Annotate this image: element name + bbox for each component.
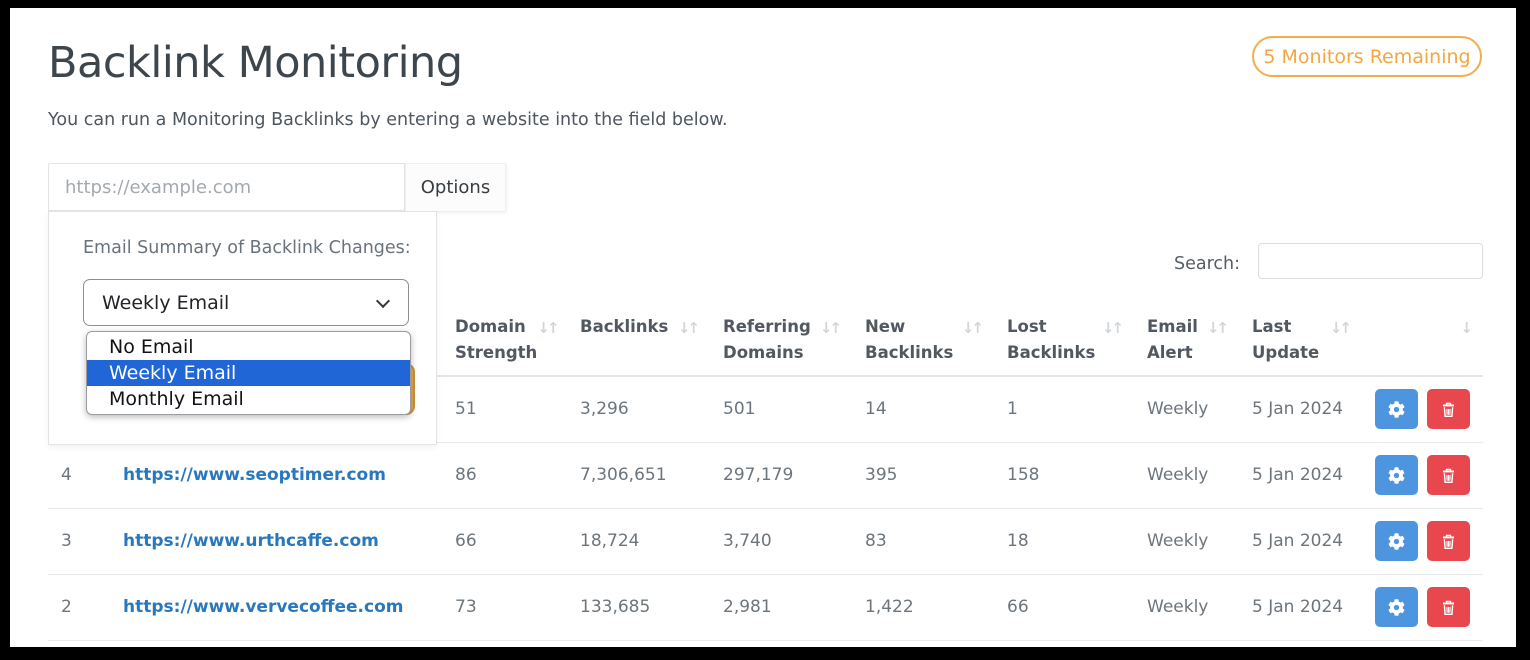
settings-button[interactable] <box>1375 587 1418 627</box>
chevron-down-icon <box>375 293 391 309</box>
delete-button[interactable] <box>1427 455 1470 495</box>
sort-icon[interactable]: ↓↑ <box>1101 319 1124 337</box>
lost-backlinks-cell: 158 <box>994 442 1134 509</box>
sort-icon[interactable]: ↓↑ <box>677 319 700 337</box>
website-link[interactable]: https://www.vervecoffee.com <box>123 597 404 617</box>
lost-backlinks-cell: 66 <box>994 574 1134 641</box>
email-alert-cell: Weekly <box>1134 508 1239 575</box>
delete-button[interactable] <box>1427 587 1470 627</box>
sort-icon-partial: ↓ <box>1460 319 1472 337</box>
website-link[interactable]: https://www.urthcaffe.com <box>123 531 379 551</box>
referring-domains-cell: 2,981 <box>710 574 852 641</box>
sort-icon[interactable]: ↓↑ <box>537 319 559 337</box>
delete-button[interactable] <box>1427 389 1470 430</box>
col-header-domain-strength[interactable]: Domain Strength ↓↑ <box>442 300 567 377</box>
options-button[interactable]: Options <box>405 163 506 212</box>
referring-domains-cell: 501 <box>710 376 852 443</box>
website-url-input[interactable] <box>48 163 405 211</box>
trash-icon <box>1439 532 1458 551</box>
email-frequency-select[interactable]: Weekly Email <box>83 279 409 326</box>
backlinks-cell: 3,296 <box>567 376 710 443</box>
settings-button[interactable] <box>1375 389 1418 430</box>
table-row: 3 https://www.urthcaffe.com 66 18,724 3,… <box>48 508 1483 575</box>
col-header-email-alert[interactable]: Email Alert ↓↑ <box>1134 300 1239 377</box>
option-monthly-email[interactable]: Monthly Email <box>109 388 244 410</box>
option-weekly-email[interactable]: Weekly Email <box>87 360 410 386</box>
new-backlinks-cell: 83 <box>852 508 994 575</box>
backlinks-cell: 7,306,651 <box>567 442 710 509</box>
referring-domains-cell: 3,740 <box>710 508 852 575</box>
lost-backlinks-cell: 1 <box>994 376 1134 443</box>
trash-icon <box>1439 598 1458 617</box>
gear-icon <box>1388 598 1405 616</box>
monitors-remaining-badge: 5 Monitors Remaining <box>1252 36 1482 77</box>
col-header-referring-domains[interactable]: Referring Domains ↓↑ <box>710 300 852 377</box>
last-update-cell: 5 Jan 2024 <box>1239 574 1362 641</box>
table-row: 2 https://www.vervecoffee.com 73 133,685… <box>48 574 1483 641</box>
last-update-cell: 5 Jan 2024 <box>1239 508 1362 575</box>
new-backlinks-cell: 395 <box>852 442 994 509</box>
domain-strength-cell: 86 <box>442 442 567 509</box>
col-header-backlinks[interactable]: Backlinks ↓↑ <box>567 300 710 377</box>
last-update-cell: 5 Jan 2024 <box>1239 376 1362 443</box>
email-alert-cell: Weekly <box>1134 376 1239 443</box>
email-summary-label: Email Summary of Backlink Changes: <box>83 238 411 258</box>
delete-button[interactable] <box>1427 521 1470 561</box>
backlinks-cell: 133,685 <box>567 574 710 641</box>
sort-icon[interactable]: ↓↑ <box>961 319 984 337</box>
options-panel: Email Summary of Backlink Changes: Weekl… <box>48 211 437 445</box>
row-number: 2 <box>48 574 110 641</box>
domain-strength-cell: 51 <box>442 376 567 443</box>
col-header-lost-backlinks[interactable]: Lost Backlinks ↓↑ <box>994 300 1134 377</box>
last-update-cell: 5 Jan 2024 <box>1239 442 1362 509</box>
new-backlinks-cell: 1,422 <box>852 574 994 641</box>
settings-button[interactable] <box>1375 455 1418 495</box>
domain-strength-cell: 73 <box>442 574 567 641</box>
new-backlinks-cell: 14 <box>852 376 994 443</box>
gear-icon <box>1388 401 1405 418</box>
email-frequency-selected-value: Weekly Email <box>102 291 230 314</box>
email-frequency-listbox: No Email Weekly Email Monthly Email <box>86 331 411 415</box>
website-link[interactable]: https://www.seoptimer.com <box>123 465 386 485</box>
gear-icon <box>1388 532 1405 550</box>
gear-icon <box>1388 466 1405 484</box>
email-alert-cell: Weekly <box>1134 574 1239 641</box>
row-number: 3 <box>48 508 110 575</box>
sort-icon[interactable]: ↓↑ <box>1329 319 1352 337</box>
trash-icon <box>1439 466 1458 485</box>
col-header-last-update[interactable]: Last Update ↓↑ <box>1239 300 1362 377</box>
referring-domains-cell: 297,179 <box>710 442 852 509</box>
col-header-new-backlinks[interactable]: New Backlinks ↓↑ <box>852 300 994 377</box>
domain-strength-cell: 66 <box>442 508 567 575</box>
col-header-actions: ↓ <box>1362 300 1483 377</box>
row-number: 4 <box>48 442 110 509</box>
lost-backlinks-cell: 18 <box>994 508 1134 575</box>
page-subtitle: You can run a Monitoring Backlinks by en… <box>48 110 728 130</box>
option-no-email[interactable]: No Email <box>109 336 194 358</box>
search-input[interactable] <box>1258 243 1483 279</box>
table-row: 4 https://www.seoptimer.com 86 7,306,651… <box>48 442 1483 509</box>
page-title: Backlink Monitoring <box>48 38 463 88</box>
sort-icon[interactable]: ↓↑ <box>819 319 842 337</box>
backlink-monitoring-page: Backlink Monitoring 5 Monitors Remaining… <box>10 8 1516 647</box>
email-alert-cell: Weekly <box>1134 442 1239 509</box>
trash-icon <box>1439 400 1458 419</box>
search-label: Search: <box>1173 254 1240 274</box>
settings-button[interactable] <box>1375 521 1418 561</box>
backlinks-cell: 18,724 <box>567 508 710 575</box>
sort-icon[interactable]: ↓↑ <box>1206 319 1229 337</box>
